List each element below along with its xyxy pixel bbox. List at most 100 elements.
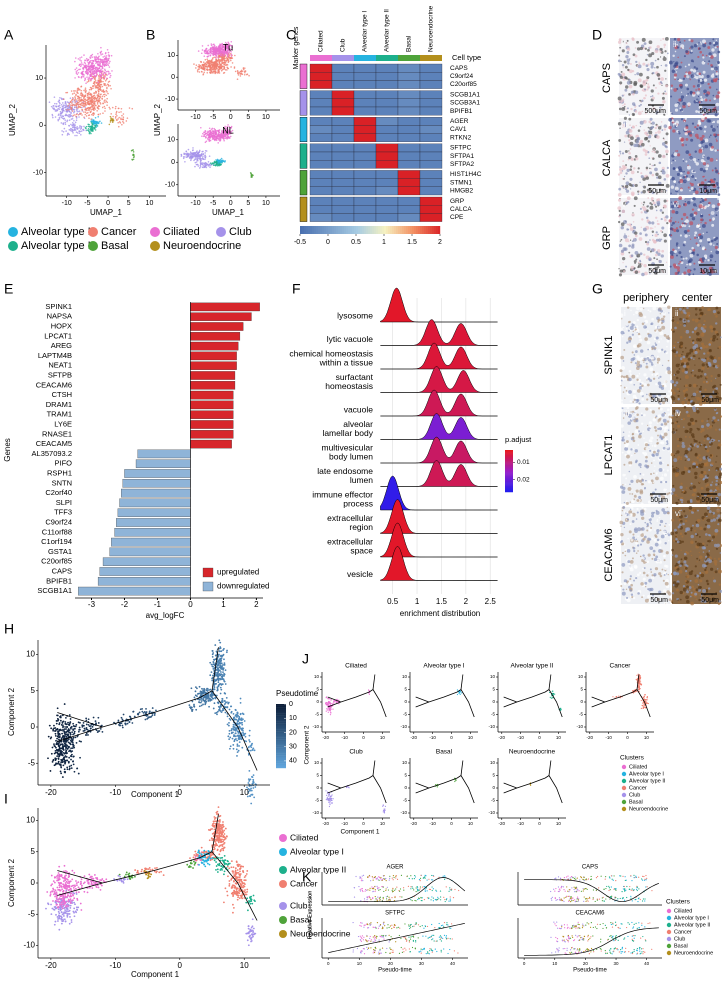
- cell-point: [62, 115, 64, 117]
- cell-point: [218, 62, 221, 65]
- texture: [644, 131, 648, 135]
- texture: [715, 387, 719, 390]
- texture: [622, 360, 625, 362]
- cell-point: [88, 76, 90, 79]
- texture: [654, 253, 658, 257]
- y-tick-label: BPIFB1: [46, 576, 72, 585]
- texture: [705, 93, 709, 97]
- cell-point: [94, 58, 97, 61]
- bar: [137, 449, 191, 459]
- texture: [714, 260, 717, 263]
- texture: [617, 220, 621, 224]
- texture: [691, 395, 693, 398]
- texture: [656, 357, 661, 362]
- colorbar-step: [322, 226, 325, 234]
- texture: [683, 312, 685, 314]
- texture: [661, 129, 664, 131]
- texture: [637, 64, 642, 69]
- cell-point: [80, 76, 83, 79]
- cell-point: [208, 127, 211, 130]
- cell-point: [220, 49, 222, 52]
- texture: [651, 156, 654, 159]
- cell-point: [210, 44, 213, 47]
- texture: [638, 373, 641, 375]
- texture: [671, 374, 673, 376]
- cell-point: [88, 93, 90, 96]
- texture: [662, 56, 667, 61]
- heat-cell: [375, 186, 399, 196]
- texture: [676, 229, 680, 233]
- texture: [682, 101, 687, 106]
- heat-cell: [353, 178, 377, 187]
- cell-point: [92, 127, 94, 130]
- texture: [618, 243, 623, 248]
- heat-cell: [353, 170, 377, 179]
- texture: [717, 373, 721, 378]
- cell-point: [98, 88, 101, 91]
- texture: [698, 101, 701, 104]
- texture: [698, 42, 700, 44]
- cell-point: [103, 90, 106, 93]
- y-tick-label: -10: [165, 182, 175, 189]
- cell-point: [82, 102, 85, 105]
- texture: [622, 104, 624, 107]
- texture: [694, 190, 699, 195]
- colorbar-step: [364, 226, 367, 234]
- cell-point: [82, 97, 85, 100]
- texture: [628, 156, 631, 159]
- y-tick-label: 0: [39, 122, 43, 129]
- cell-point: [84, 98, 86, 100]
- texture: [705, 376, 709, 379]
- texture: [692, 273, 695, 276]
- cell-point: [212, 54, 215, 56]
- texture: [682, 179, 687, 184]
- texture: [686, 171, 690, 175]
- texture: [625, 85, 629, 89]
- texture: [708, 343, 712, 346]
- cell-point: [234, 54, 236, 57]
- texture: [646, 219, 649, 222]
- texture: [628, 78, 631, 82]
- texture: [691, 216, 696, 221]
- texture: [715, 159, 718, 162]
- label: enrichment distribution: [400, 609, 480, 618]
- texture: [637, 343, 642, 347]
- cell-point: [93, 120, 95, 123]
- cell-point: [76, 103, 78, 106]
- texture: [679, 85, 683, 89]
- texture: [700, 332, 705, 337]
- cell-point: [88, 91, 90, 94]
- texture: [659, 50, 662, 53]
- cell-point: [87, 65, 89, 68]
- texture: [621, 72, 626, 77]
- texture: [655, 251, 659, 254]
- cell-point: [96, 58, 98, 61]
- texture: [644, 153, 648, 156]
- cell-point: [95, 55, 97, 58]
- gene-label: CAV1: [450, 126, 467, 133]
- column-label: Club: [340, 38, 347, 52]
- texture: [692, 198, 694, 201]
- cell-point: [54, 116, 57, 118]
- cell-point: [52, 108, 55, 110]
- heat-cell: [309, 133, 333, 142]
- cell-point: [74, 124, 76, 127]
- colorbar-step: [318, 226, 321, 234]
- texture: [717, 202, 721, 206]
- texture: [656, 135, 660, 139]
- texture: [694, 125, 697, 129]
- texture: [633, 82, 637, 87]
- heat-cell: [375, 72, 399, 81]
- texture: [625, 375, 628, 378]
- texture: [663, 46, 666, 48]
- x-tick-label: 2: [464, 597, 469, 606]
- texture: [682, 77, 686, 80]
- cell-point: [199, 165, 202, 168]
- term-label: within a tissue: [319, 357, 374, 367]
- cell-point: [106, 104, 108, 106]
- texture: [636, 64, 639, 67]
- texture: [641, 272, 645, 277]
- heat-cell: [309, 80, 333, 89]
- row-label: GRP: [601, 226, 613, 250]
